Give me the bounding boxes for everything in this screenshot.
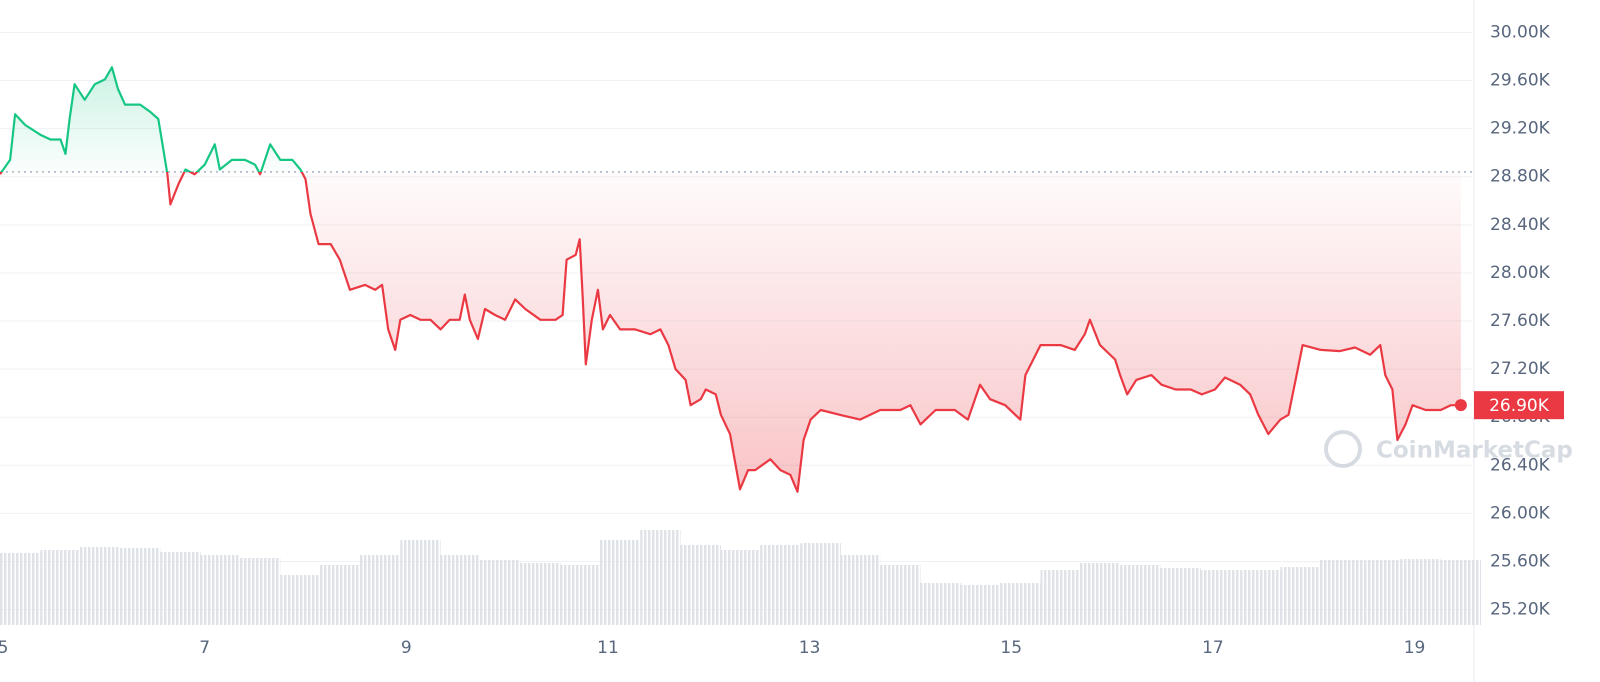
volume-bar	[0, 553, 41, 625]
y-tick-label: 27.60K	[1490, 311, 1551, 331]
y-tick-label: 26.40K	[1490, 455, 1551, 475]
volume-bar	[1160, 568, 1201, 625]
volume-bar	[280, 575, 321, 625]
volume-bar	[400, 540, 441, 625]
volume-bar	[640, 530, 681, 625]
volume-bar	[479, 560, 521, 625]
volume-bar	[839, 555, 881, 625]
volume-bar	[559, 565, 600, 625]
axes: 25.20K25.60K26.00K26.40K26.80K27.20K27.6…	[0, 22, 1564, 658]
x-tick-label: 11	[597, 638, 619, 658]
volume	[0, 530, 1482, 625]
x-tick-label: 15	[1000, 638, 1022, 658]
volume-bar	[959, 585, 1001, 625]
y-tick-label: 29.60K	[1490, 71, 1551, 91]
watermark-text: CoinMarketCap	[1376, 438, 1573, 464]
y-tick-label: 28.80K	[1490, 167, 1551, 187]
volume-bar	[359, 555, 401, 625]
volume-bar	[1280, 567, 1321, 625]
x-tick-label: 9	[401, 638, 412, 658]
volume-bar	[439, 555, 480, 625]
y-tick-label: 30.00K	[1490, 22, 1551, 42]
y-tick-label: 28.00K	[1490, 263, 1551, 283]
y-tick-label: 25.60K	[1490, 551, 1551, 571]
y-tick-label: 29.20K	[1490, 119, 1551, 139]
y-tick-label: 28.40K	[1490, 215, 1551, 235]
volume-bar	[719, 550, 761, 625]
volume-bar	[1319, 560, 1361, 625]
watermark: CoinMarketCap	[1324, 430, 1573, 468]
volume-bar	[40, 550, 81, 625]
volume-bar	[1400, 559, 1441, 625]
current-price-box	[1474, 391, 1564, 420]
volume-bar	[1079, 563, 1121, 625]
plot	[0, 66, 1472, 493]
volume-bar	[1040, 570, 1081, 625]
volume-bar	[880, 565, 921, 625]
price-area	[0, 67, 1461, 492]
x-tick-label: 19	[1404, 638, 1426, 658]
y-tick-label: 25.20K	[1490, 600, 1551, 620]
x-tick-label: 13	[799, 638, 821, 658]
volume-bar	[1120, 565, 1161, 625]
volume-bar	[1240, 570, 1281, 625]
current-price-dot	[1454, 399, 1467, 412]
volume-bar	[920, 583, 961, 625]
y-tick-label: 27.20K	[1490, 359, 1551, 379]
volume-bar	[199, 555, 240, 625]
price-line	[0, 66, 1461, 493]
volume-bar	[79, 547, 120, 625]
y-tick-label: 26.00K	[1490, 503, 1551, 523]
volume-bar	[119, 548, 161, 625]
volume-bar	[1360, 560, 1401, 625]
current-price-label: 26.90K	[1489, 396, 1550, 416]
volume-bar	[760, 545, 801, 625]
x-tick-label: 5	[0, 638, 8, 658]
x-tick-label: 7	[199, 638, 210, 658]
volume-bar	[520, 563, 561, 625]
volume-bar	[1000, 583, 1041, 625]
volume-bar	[1199, 570, 1241, 625]
volume-bar	[800, 543, 841, 625]
volume-bar	[239, 558, 281, 625]
volume-bar	[599, 540, 641, 625]
volume-bar	[319, 565, 360, 625]
volume-bar	[680, 545, 721, 625]
volume-bar	[160, 552, 201, 625]
volume-bar	[1440, 560, 1482, 625]
x-tick-label: 17	[1202, 638, 1224, 658]
watermark-logo	[1324, 430, 1362, 468]
